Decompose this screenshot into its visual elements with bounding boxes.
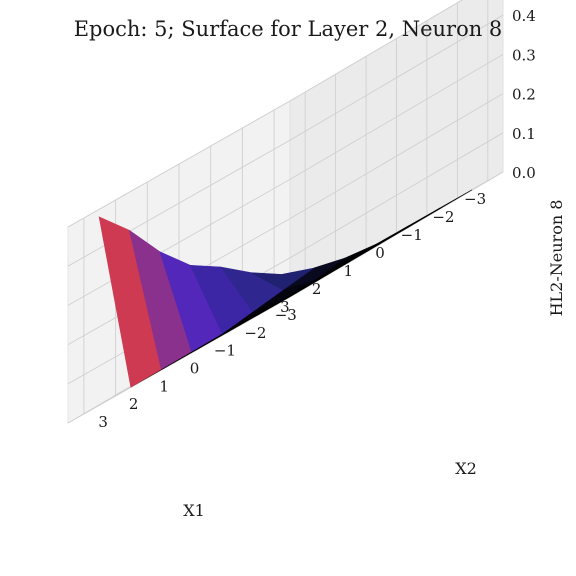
y-tick-label: −1: [214, 342, 236, 360]
z-grid-line: [67, 0, 463, 228]
y-tick-label: −3: [275, 306, 297, 324]
y-tick-label: 2: [129, 395, 139, 413]
surface-mesh: [98, 189, 473, 388]
z-grid-line: [67, 14, 504, 267]
x-tick-label: 0: [375, 244, 385, 262]
z-tick-label: 0.2: [512, 86, 536, 104]
x-tick-label: 2: [312, 280, 322, 298]
z-axis-label: HL2-Neuron 8: [547, 200, 566, 317]
surface-face: [251, 267, 314, 291]
y-axis-label: X2: [455, 459, 477, 478]
x-tick-label: 3: [280, 298, 290, 316]
y-tick-label: 1: [159, 377, 169, 395]
z-tick-label: 0.4: [512, 7, 536, 25]
y-tick-label: 3: [98, 413, 108, 431]
x-axis-label: X1: [183, 501, 205, 520]
x-tick-label: −3: [464, 190, 486, 208]
z-tick-label: 0.1: [512, 125, 536, 143]
z-tick-label: 0.3: [512, 46, 536, 64]
chart-title: Epoch: 5; Surface for Layer 2, Neuron 8: [74, 17, 503, 41]
z-tick-label: 0.0: [512, 164, 536, 182]
y-tick-label: −2: [244, 324, 266, 342]
y-tick-label: 0: [190, 360, 200, 378]
x-tick-label: −1: [401, 226, 423, 244]
x-tick-label: 1: [344, 262, 354, 280]
x-tick-label: −2: [432, 208, 454, 226]
